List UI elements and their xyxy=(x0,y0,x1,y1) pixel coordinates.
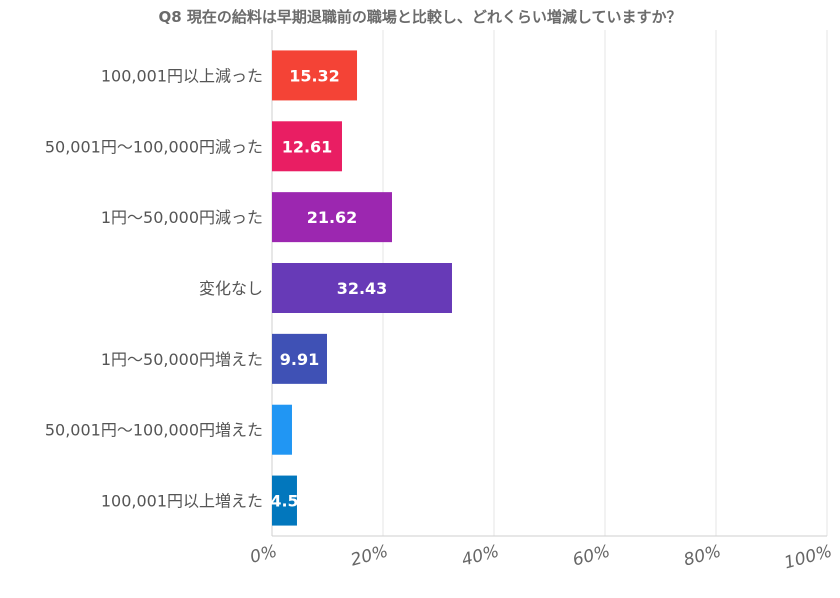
category-label-5: 1円～50,000円増えた xyxy=(101,350,263,369)
category-label-2: 50,001円～100,000円減った xyxy=(45,137,263,156)
chart-title: Q8 現在の給料は早期退職前の職場と比較し、どれくらい増減していますか？ xyxy=(159,8,682,26)
category-label-4: 変化なし xyxy=(199,279,263,298)
category-label-6: 50,001円～100,000円増えた xyxy=(45,421,263,440)
data-label-3: 21.62 xyxy=(307,208,358,227)
x-tick-label-60: 60% xyxy=(571,542,613,571)
bar-2 xyxy=(272,121,342,172)
x-tick-label-20: 20% xyxy=(349,542,391,571)
bar-3 xyxy=(272,192,392,243)
x-tick-label-100: 100% xyxy=(782,542,834,574)
bar-6 xyxy=(272,404,292,455)
bar-4 xyxy=(272,263,452,313)
data-label-1: 15.32 xyxy=(289,66,340,85)
x-tick-label-40: 40% xyxy=(460,542,502,571)
x-tick-label-80: 80% xyxy=(682,542,724,571)
data-label-5: 9.91 xyxy=(280,350,319,369)
gridlines xyxy=(271,30,828,537)
category-label-7: 100,001円以上増えた xyxy=(101,492,263,511)
bar-5 xyxy=(272,333,328,384)
x-tick-label-0: 0% xyxy=(248,542,279,568)
category-label-3: 1円～50,000円減った xyxy=(101,208,263,227)
data-label-2: 12.61 xyxy=(282,137,333,156)
category-labels: 100,001円以上減った 50,001円～100,000円減った 1円～50,00… xyxy=(45,66,263,510)
data-label-4: 32.43 xyxy=(337,279,388,298)
category-label-1: 100,001円以上減った xyxy=(101,66,263,85)
bar-1 xyxy=(272,50,358,101)
bar-7 xyxy=(272,475,297,526)
data-label-7: 4.5 xyxy=(270,492,298,511)
bars: 15.32 12.61 21.62 32.43 9.91 4.5 xyxy=(270,50,452,526)
x-tick-labels: 0% 20% 40% 60% 80% 100% xyxy=(248,542,834,574)
